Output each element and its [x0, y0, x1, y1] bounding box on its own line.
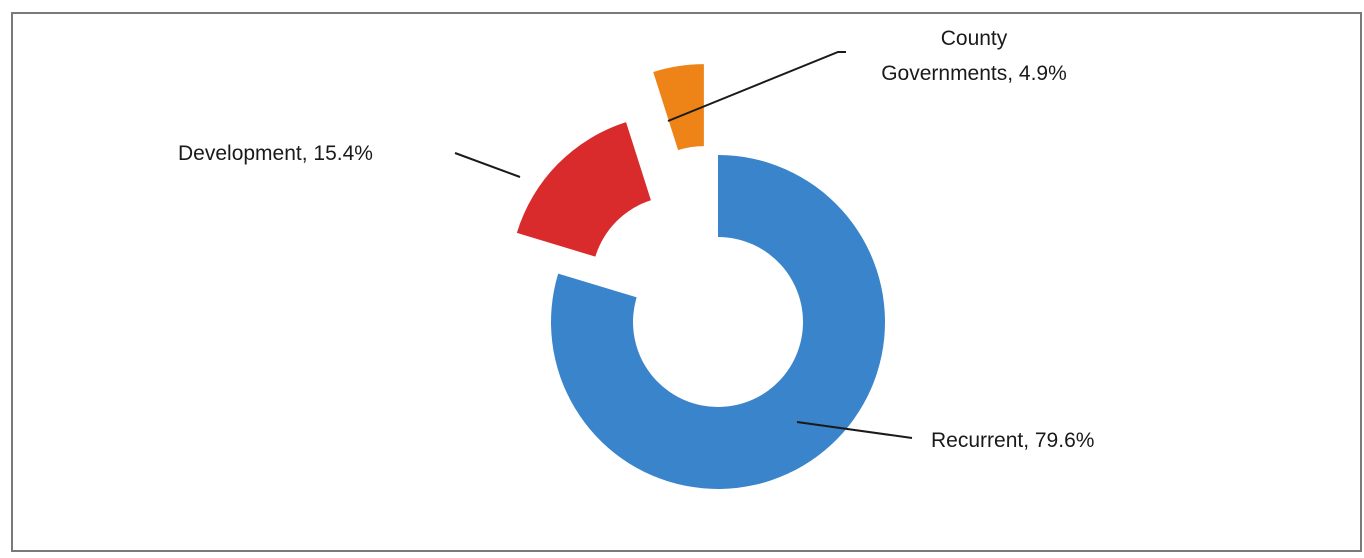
slice-county-governments — [653, 64, 704, 151]
label-county-line-2: Governments, 4.9% — [881, 62, 1067, 85]
label-recurrent: Recurrent, 79.6% — [931, 429, 1094, 452]
slice-development — [516, 122, 651, 257]
leader-line-development — [454, 152, 521, 178]
slices-group — [516, 64, 886, 489]
slice-recurrent — [551, 155, 886, 489]
label-county-line-1: County — [941, 27, 1008, 50]
leader-line-recurrent — [796, 421, 913, 439]
label-development: Development, 15.4% — [178, 142, 373, 165]
leader-line-county-governments — [667, 51, 846, 122]
